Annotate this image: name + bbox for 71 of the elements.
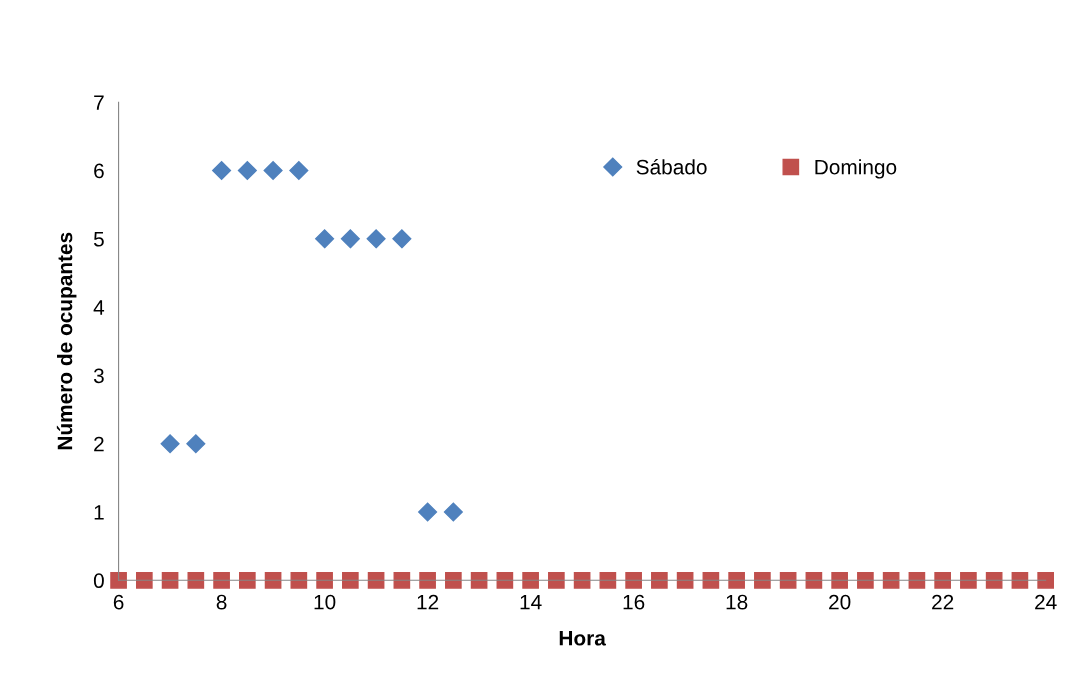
- y-tick-label: 0: [93, 573, 104, 589]
- point: [290, 571, 308, 589]
- point: [985, 571, 1003, 589]
- y-tick-label: 7: [94, 95, 104, 110]
- x-tick-label: 18: [726, 594, 748, 610]
- point: [934, 571, 951, 589]
- point: [445, 571, 462, 589]
- point: [651, 571, 668, 589]
- x-tick-label: 8: [216, 594, 227, 610]
- x-tick-label: 6: [113, 594, 124, 610]
- y-axis-title: Número de ocupantes: [56, 232, 77, 450]
- x-axis-title: Hora: [559, 631, 606, 646]
- point: [160, 434, 180, 454]
- legend-label: Domingo: [815, 159, 897, 179]
- point: [289, 160, 309, 181]
- point: [186, 434, 206, 454]
- point: [548, 571, 565, 589]
- point: [496, 571, 514, 589]
- point: [1011, 571, 1029, 589]
- point: [419, 571, 436, 589]
- point: [418, 502, 438, 522]
- point: [443, 502, 463, 522]
- point: [522, 571, 539, 589]
- point: [676, 571, 694, 589]
- point: [263, 160, 283, 181]
- point: [728, 571, 745, 589]
- point: [599, 571, 617, 589]
- point: [212, 160, 232, 181]
- y-tick-label: 5: [93, 232, 104, 247]
- y-tick-label: 3: [93, 368, 104, 384]
- point: [702, 571, 720, 589]
- point: [135, 571, 153, 589]
- y-tick-label: 4: [93, 300, 105, 315]
- point: [110, 571, 127, 589]
- point: [264, 571, 282, 589]
- x-tick-label: 24: [1035, 594, 1057, 610]
- point: [393, 571, 411, 589]
- point: [754, 571, 771, 589]
- point: [187, 571, 205, 589]
- point: [237, 160, 257, 181]
- point: [239, 571, 256, 589]
- point: [213, 571, 230, 589]
- point: [340, 229, 360, 249]
- y-tick-label: 6: [94, 163, 104, 179]
- y-tick-label: 1: [94, 505, 104, 520]
- point: [960, 571, 977, 589]
- point: [908, 571, 926, 589]
- point: [316, 571, 333, 589]
- point: [573, 571, 591, 589]
- legend-label: Sábado: [636, 158, 707, 175]
- point: [805, 571, 823, 589]
- point: [392, 229, 412, 249]
- point: [315, 229, 335, 249]
- x-tick-label: 16: [623, 594, 645, 610]
- x-tick-label: 12: [417, 594, 439, 610]
- point: [779, 571, 797, 589]
- point: [625, 571, 642, 589]
- y-tick-label: 2: [94, 436, 104, 452]
- point: [367, 571, 385, 589]
- point: [470, 571, 488, 589]
- x-tick-label: 22: [932, 594, 954, 610]
- point: [1037, 571, 1054, 589]
- point: [342, 571, 359, 589]
- x-tick-label: 10: [314, 594, 336, 610]
- point: [161, 571, 179, 589]
- x-tick-label: 20: [829, 594, 851, 610]
- point: [366, 229, 386, 249]
- point: [831, 571, 848, 589]
- x-tick-label: 14: [520, 594, 542, 610]
- point: [882, 571, 900, 589]
- point: [857, 571, 874, 589]
